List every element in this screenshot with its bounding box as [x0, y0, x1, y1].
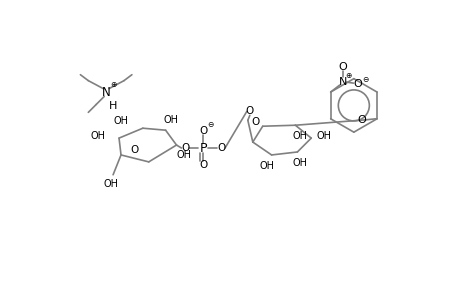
Text: O: O	[353, 79, 361, 89]
Text: O: O	[199, 160, 207, 170]
Text: OH: OH	[292, 158, 307, 168]
Text: ⊕: ⊕	[345, 71, 351, 80]
Text: ⊕: ⊕	[110, 80, 116, 89]
Text: OH: OH	[292, 131, 307, 141]
Text: O: O	[337, 62, 346, 72]
Text: O: O	[217, 143, 225, 153]
Text: OH: OH	[316, 131, 331, 141]
Text: O: O	[245, 106, 253, 116]
Text: P: P	[199, 142, 207, 154]
Text: O: O	[251, 117, 259, 127]
Text: O: O	[357, 115, 366, 125]
Text: OH: OH	[258, 161, 274, 171]
Text: O: O	[181, 143, 189, 153]
Text: N: N	[101, 86, 110, 99]
Text: O: O	[130, 145, 139, 155]
Text: H: H	[109, 101, 117, 111]
Text: O: O	[199, 126, 207, 136]
Text: N: N	[338, 77, 346, 87]
Text: OH: OH	[90, 131, 105, 141]
Text: OH: OH	[103, 179, 118, 189]
Text: ⊖: ⊖	[361, 75, 368, 84]
Text: OH: OH	[114, 116, 129, 126]
Text: ⊖: ⊖	[207, 120, 213, 129]
Text: OH: OH	[162, 115, 178, 125]
Text: OH: OH	[177, 150, 191, 160]
